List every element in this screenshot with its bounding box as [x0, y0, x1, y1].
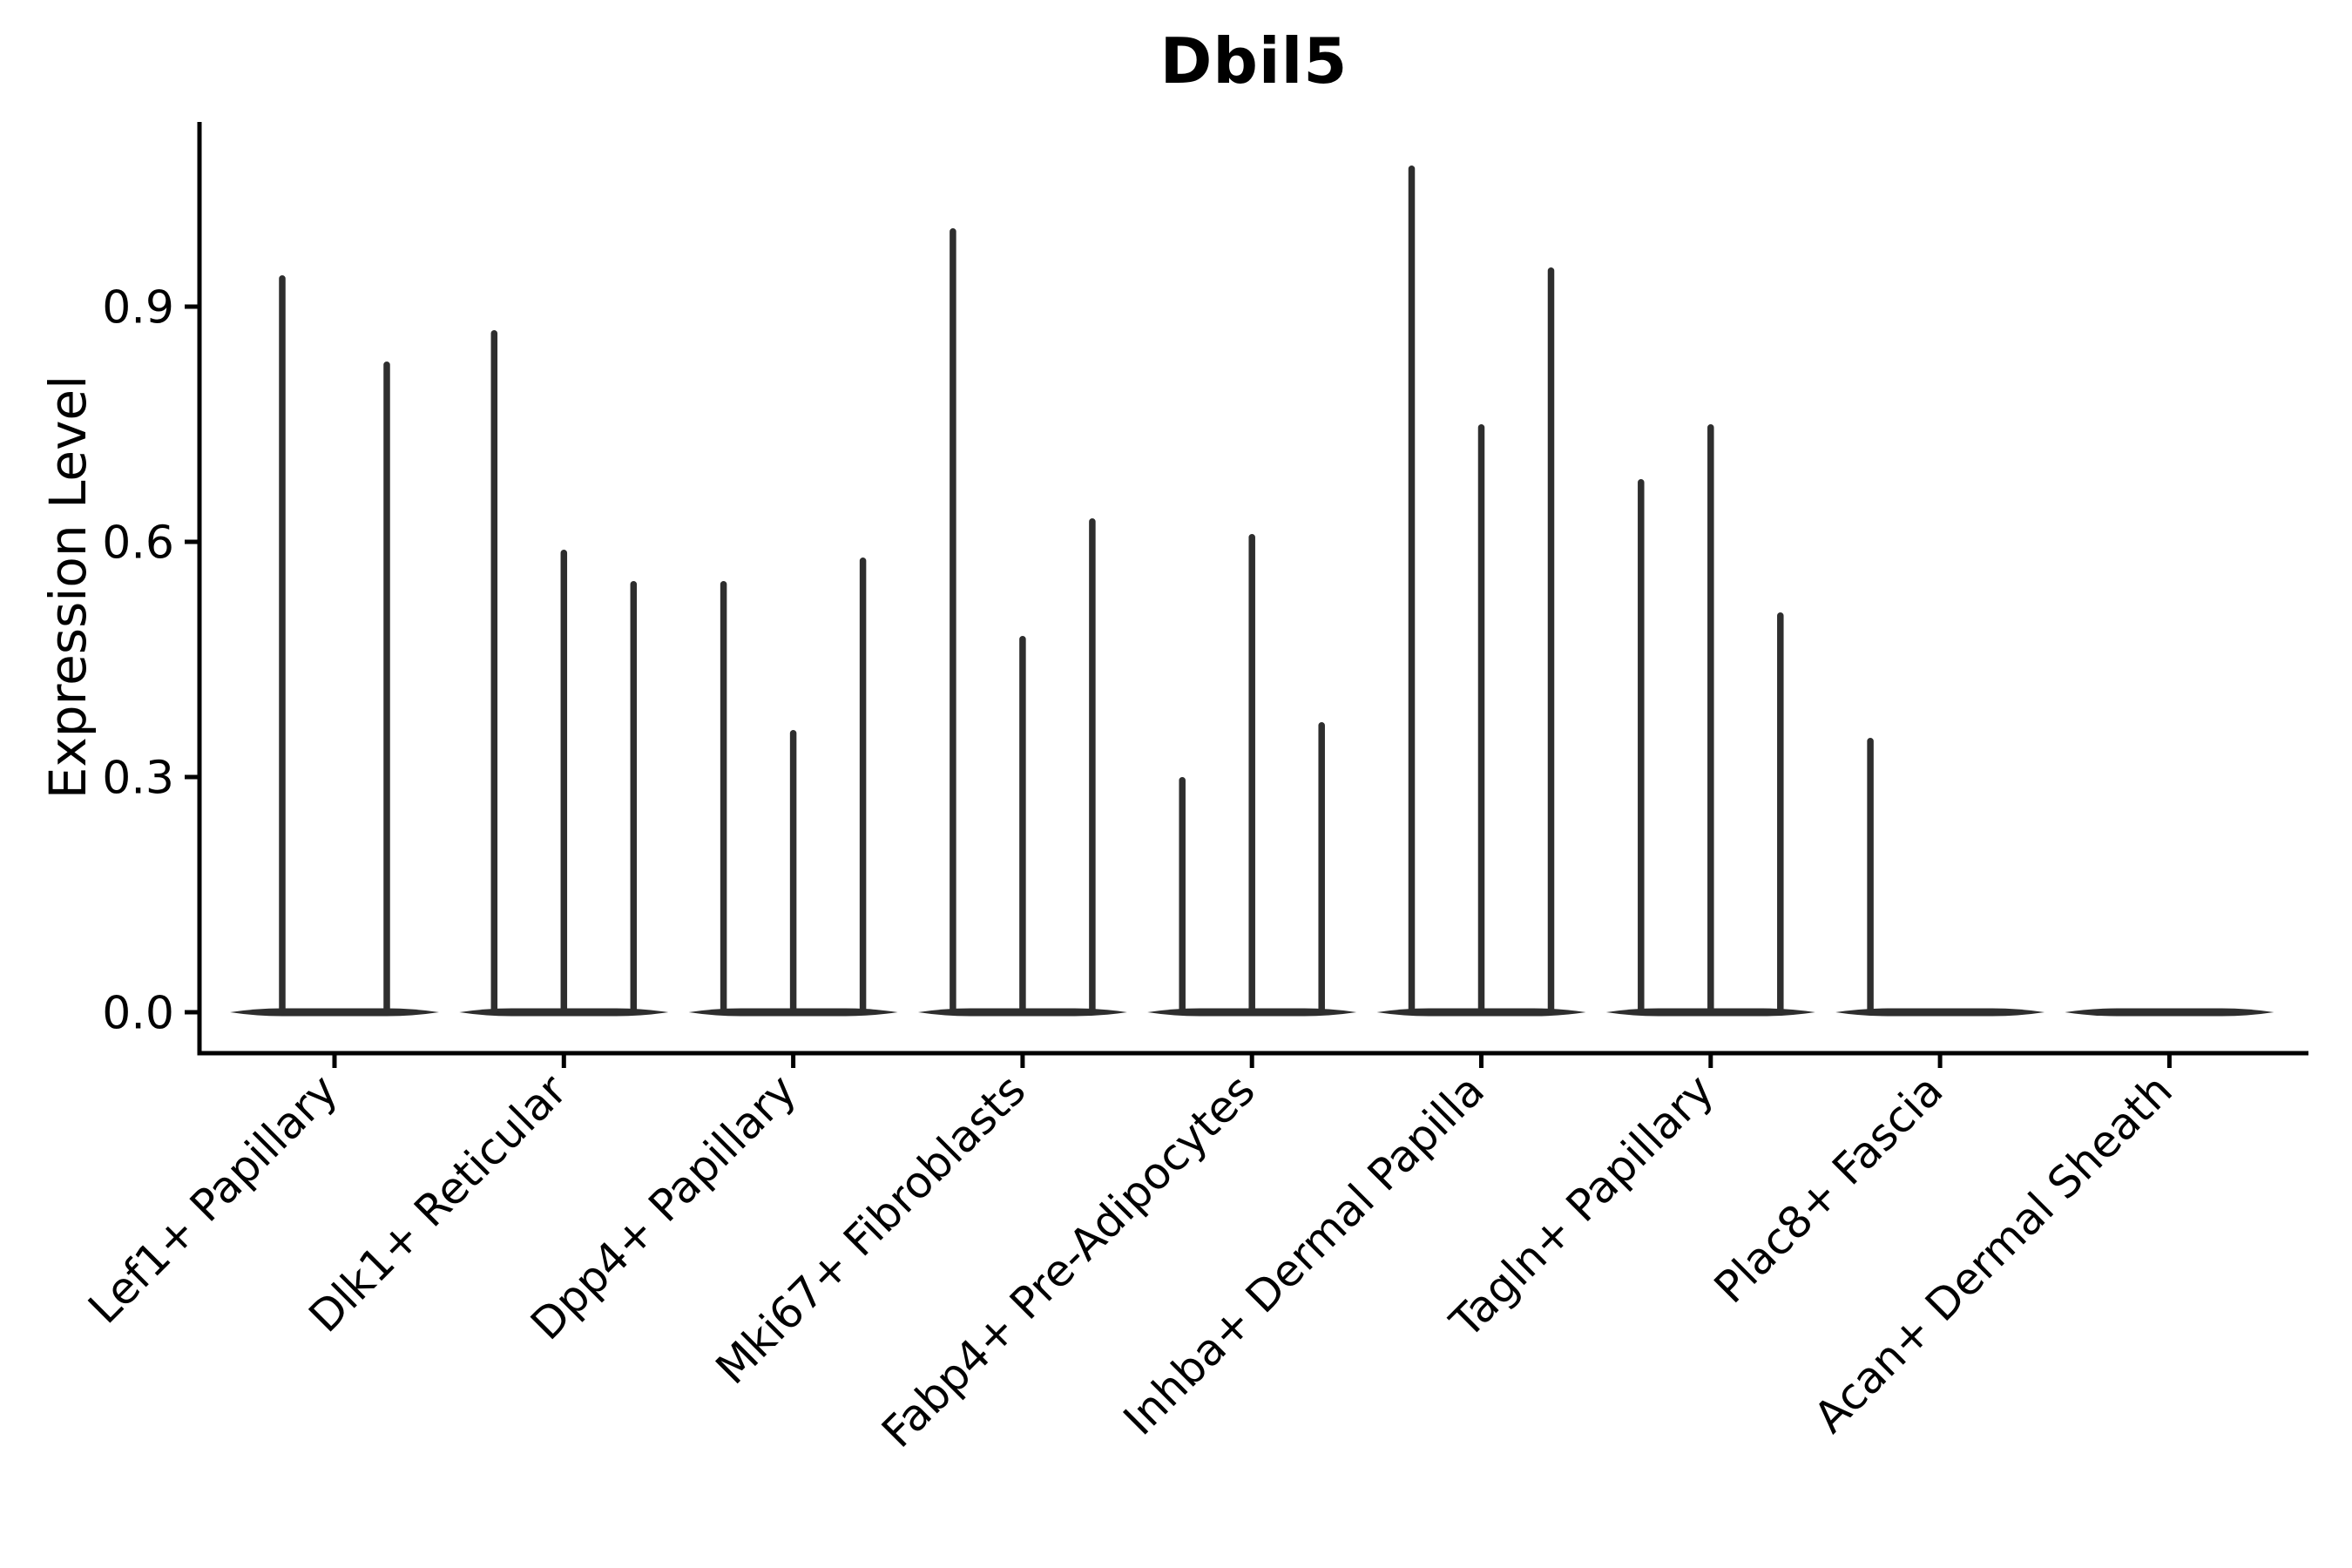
- x-tick-label: Lef1+ Papillary: [78, 1064, 347, 1333]
- violin-base: [2065, 1008, 2274, 1017]
- chart-title: Dbil5: [1159, 24, 1348, 98]
- violin-base: [230, 1008, 439, 1017]
- violin-base: [1835, 1008, 2045, 1017]
- y-tick-label: 0.0: [102, 988, 174, 1040]
- x-tick-label: Plac8+ Fascia: [1705, 1064, 1953, 1313]
- x-tick-label: Fabp4+ Pre-Adipocytes: [872, 1064, 1265, 1457]
- y-tick-label: 0.6: [102, 517, 174, 570]
- y-tick-label: 0.3: [102, 753, 174, 805]
- y-tick-label: 0.9: [102, 282, 174, 335]
